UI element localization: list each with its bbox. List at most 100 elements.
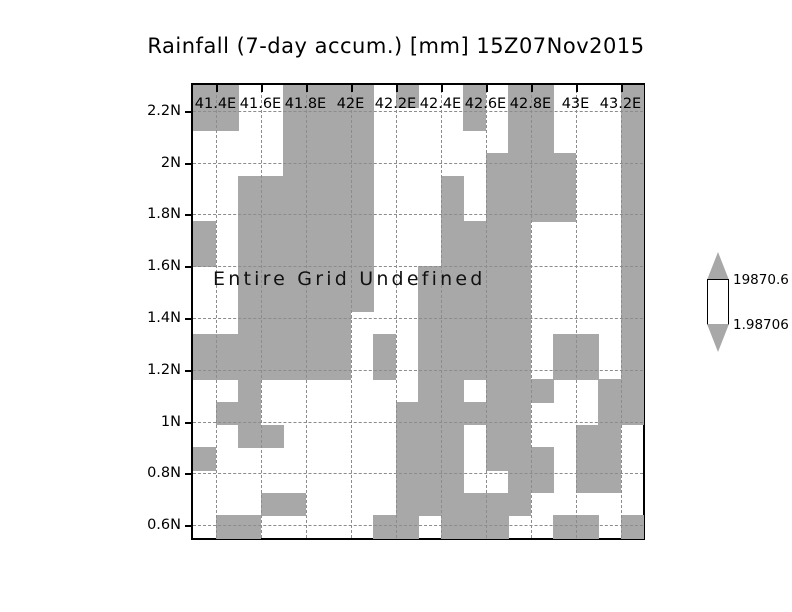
heatmap-cell [440, 447, 464, 471]
heatmap-cell [260, 356, 284, 381]
heatmap-cell [260, 175, 284, 199]
heatmap-cell [440, 515, 464, 539]
xtick-label: 41.6E [239, 96, 282, 112]
heatmap-cell [508, 424, 532, 448]
heatmap-cell-layer [193, 85, 644, 539]
heatmap-cell [620, 334, 644, 358]
heatmap-cell [283, 220, 307, 245]
ytick-label: 1.4N [147, 309, 181, 326]
xtick-mark [260, 85, 263, 92]
heatmap-cell [238, 311, 262, 335]
xtick-mark [350, 85, 353, 92]
heatmap-cell [508, 266, 532, 290]
heatmap-cell [283, 107, 307, 131]
heatmap-cell [305, 288, 329, 313]
heatmap-cell [260, 220, 284, 245]
heatmap-cell [463, 334, 487, 358]
heatmap-cell [373, 515, 397, 539]
heatmap-cell [260, 492, 284, 516]
heatmap-cell [485, 243, 509, 267]
xtick-mark [305, 85, 308, 92]
heatmap-cell [395, 424, 419, 448]
heatmap-cell [508, 85, 532, 109]
heatmap-cell [328, 175, 352, 199]
heatmap-cell [530, 198, 554, 222]
heatmap-cell [485, 356, 509, 381]
heatmap-cell [283, 175, 307, 199]
heatmap-cell [305, 334, 329, 358]
heatmap-cell [328, 198, 352, 222]
heatmap-cell [598, 447, 622, 471]
heatmap-cell [418, 470, 442, 494]
heatmap-cell [328, 152, 352, 177]
ytick-label: 0.8N [147, 465, 181, 482]
heatmap-cell [620, 107, 644, 131]
heatmap-cell [620, 175, 644, 199]
heatmap-cell [305, 198, 329, 222]
heatmap-cell [485, 379, 509, 403]
ytick-mark [185, 317, 192, 320]
ytick-label: 1N [160, 413, 181, 430]
page-title: Rainfall (7-day accum.) [mm] 15Z07Nov201… [147, 34, 645, 58]
heatmap-cell [305, 152, 329, 177]
heatmap-cell [463, 243, 487, 267]
heatmap-cell [440, 424, 464, 448]
heatmap-cell [215, 515, 239, 539]
heatmap-cell [238, 266, 262, 290]
heatmap-cell [575, 470, 599, 494]
heatmap-cell [485, 515, 509, 539]
xtick-label: 41.8E [284, 96, 327, 112]
xtick-mark [395, 85, 398, 92]
heatmap-cell [215, 402, 239, 426]
heatmap-cell [508, 152, 532, 177]
heatmap-cell [350, 243, 374, 267]
heatmap-cell [463, 515, 487, 539]
colorbar-max-label: 19870.6 [733, 272, 789, 288]
heatmap-cell [440, 198, 464, 222]
heatmap-cell [440, 379, 464, 403]
ytick-label: 1.6N [147, 258, 181, 275]
heatmap-cell [553, 198, 577, 222]
heatmap-cell [395, 447, 419, 471]
ytick-mark [185, 473, 192, 476]
heatmap-cell [238, 198, 262, 222]
heatmap-cell [328, 130, 352, 154]
heatmap-cell [305, 356, 329, 381]
heatmap-cell [530, 379, 554, 403]
heatmap-cell [485, 311, 509, 335]
ytick-mark [185, 266, 192, 269]
heatmap-cell [440, 470, 464, 494]
heatmap-cell [373, 334, 397, 358]
heatmap-cell [463, 288, 487, 313]
heatmap-cell [508, 311, 532, 335]
heatmap-cell [440, 356, 464, 381]
heatmap-cell [485, 220, 509, 245]
heatmap-cell [418, 266, 442, 290]
heatmap-cell [463, 220, 487, 245]
heatmap-cell [215, 107, 239, 131]
ytick-mark [185, 421, 192, 424]
heatmap-cell [260, 243, 284, 267]
heatmap-cell [350, 152, 374, 177]
heatmap-cell [418, 356, 442, 381]
heatmap-cell [283, 85, 307, 109]
ytick-label: 1.2N [147, 361, 181, 378]
heatmap-cell [350, 175, 374, 199]
heatmap-cell [575, 515, 599, 539]
heatmap-cell [620, 152, 644, 177]
heatmap-cell [238, 243, 262, 267]
heatmap-cell [193, 356, 217, 381]
heatmap-cell [305, 311, 329, 335]
heatmap-cell [508, 470, 532, 494]
heatmap-cell [553, 152, 577, 177]
heatmap-cell [283, 492, 307, 516]
heatmap-cell [350, 198, 374, 222]
heatmap-cell [418, 379, 442, 403]
heatmap-cell [350, 266, 374, 290]
heatmap-cell [508, 447, 532, 471]
ytick-mark [185, 214, 192, 217]
heatmap-cell [440, 288, 464, 313]
xtick-mark [485, 85, 488, 92]
xtick-mark [215, 85, 218, 92]
heatmap-cell [508, 220, 532, 245]
